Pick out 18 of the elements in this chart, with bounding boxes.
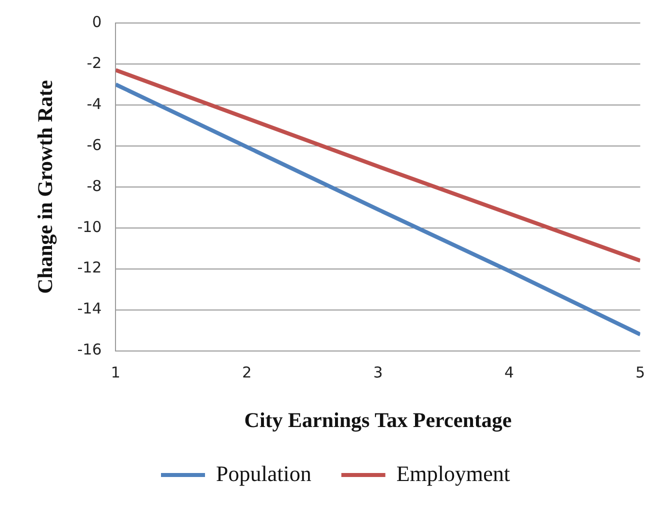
x-tick-label: 3 [373, 364, 383, 382]
y-tick-label: -2 [86, 54, 102, 72]
y-tick-label: -8 [86, 176, 102, 195]
y-tick-label: 0 [92, 12, 102, 31]
y-axis-title: Change in Growth Rate [33, 80, 58, 294]
y-tick-label: -6 [86, 136, 102, 154]
y-tick-label: -4 [86, 94, 102, 113]
y-tick-label: -16 [77, 340, 102, 359]
x-tick-label: 4 [504, 364, 514, 382]
x-tick-label: 5 [635, 364, 645, 382]
legend-label: Population [216, 460, 312, 486]
y-tick-label: -14 [77, 300, 102, 318]
y-tick-label: -12 [77, 258, 102, 277]
y-tick-label: -10 [77, 218, 102, 236]
legend-label: Employment [396, 460, 510, 486]
x-tick-label: 2 [242, 364, 252, 382]
x-axis-title: City Earnings Tax Percentage [244, 408, 512, 432]
x-tick-label: 1 [110, 364, 120, 382]
